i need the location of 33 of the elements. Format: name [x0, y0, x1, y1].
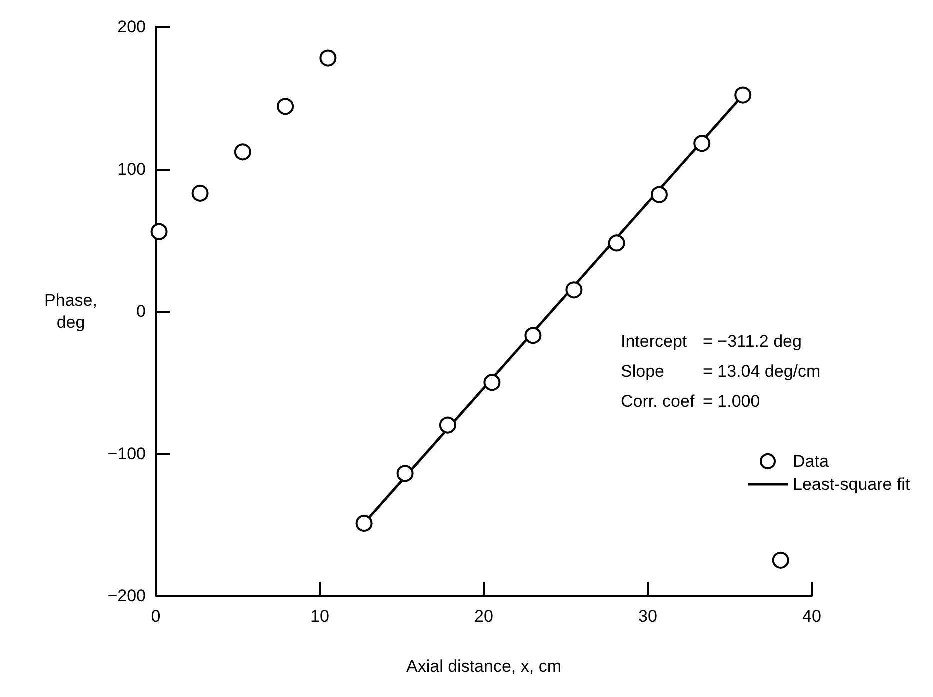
y-tick-label: −100 [108, 444, 146, 464]
point [772, 552, 790, 569]
point [566, 282, 583, 299]
x-tick-label: 40 [802, 607, 822, 626]
y-tick-label: 200 [118, 18, 146, 36]
point [277, 98, 294, 116]
annotation: Intercept = −311.2 deg [621, 332, 802, 351]
point [320, 50, 337, 67]
annotation: Corr. coef = 1.000 [621, 392, 760, 411]
point [694, 135, 711, 152]
point [356, 514, 373, 532]
x-tick-label: 0 [151, 607, 161, 626]
text: Slope = 13.04 deg/cm [621, 362, 821, 381]
point [396, 465, 414, 482]
x-tick-label: 30 [638, 607, 658, 626]
point [150, 223, 168, 240]
y-tick-label: 0 [136, 302, 146, 321]
y-tick-label: −200 [108, 586, 146, 606]
x-tick-label: 10 [310, 607, 330, 626]
x-tick-label: 20 [474, 607, 494, 626]
point [734, 86, 752, 104]
point [650, 186, 668, 204]
point [524, 327, 542, 344]
y-axis-title: Phase, deg [44, 291, 98, 332]
y-tick-label: 100 [118, 160, 146, 179]
legend-label: Least-square fit [793, 475, 910, 494]
legend-label: Data [793, 452, 830, 471]
point [234, 144, 252, 161]
point [608, 234, 626, 252]
x-axis-title: Axial distance, x, cm [406, 657, 562, 676]
point [484, 374, 501, 392]
point [192, 184, 209, 202]
point [439, 416, 456, 434]
